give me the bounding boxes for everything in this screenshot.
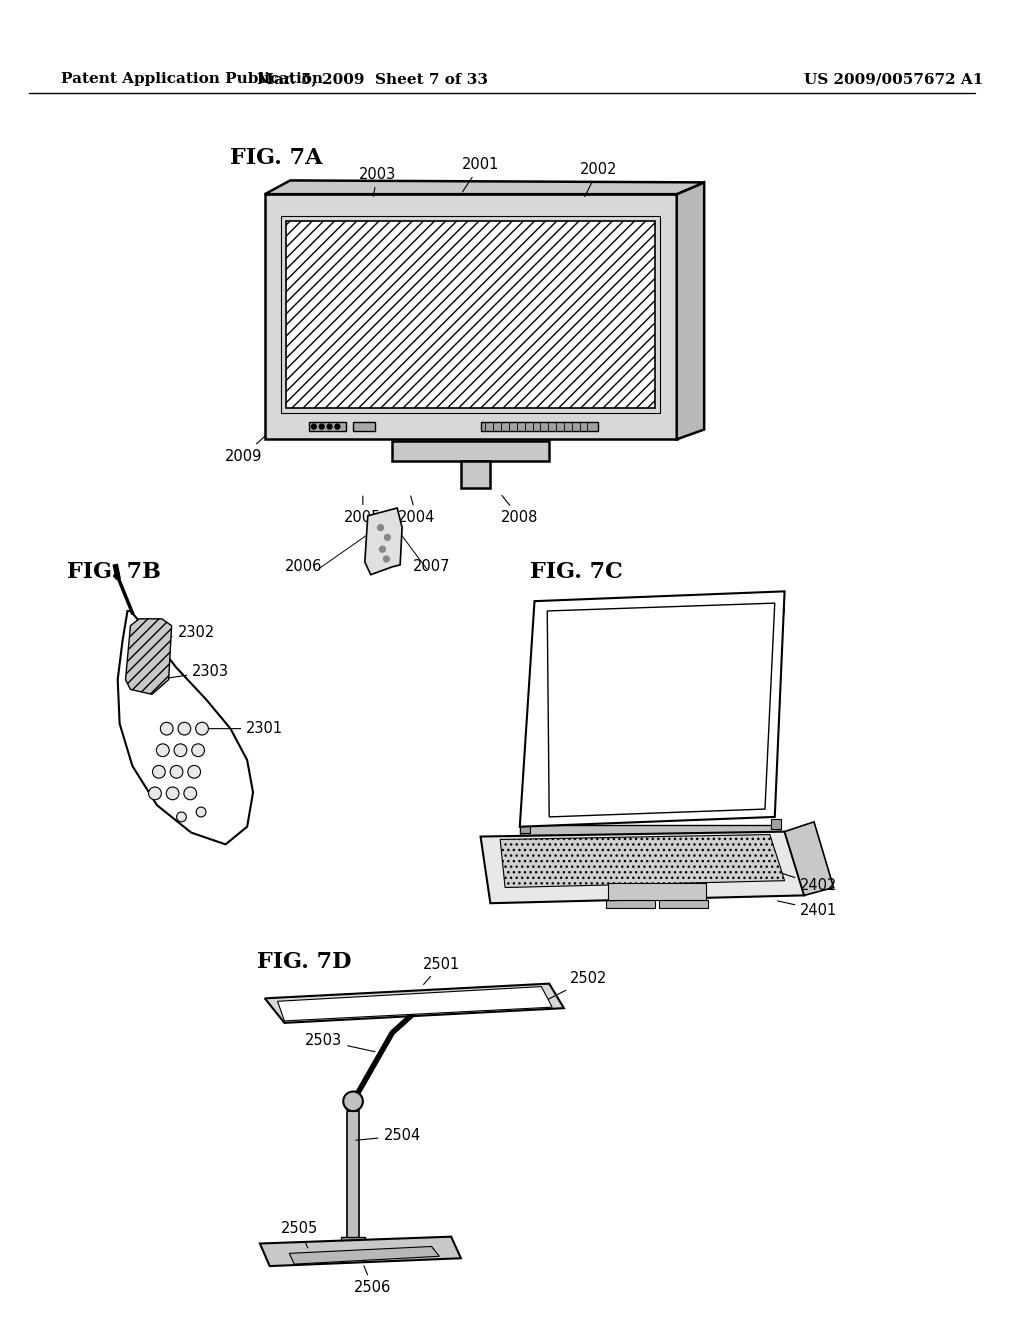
Bar xyxy=(520,825,779,834)
Polygon shape xyxy=(260,1237,461,1266)
Circle shape xyxy=(178,722,190,735)
Circle shape xyxy=(384,535,390,540)
Polygon shape xyxy=(126,619,172,694)
Bar xyxy=(282,215,660,413)
Bar xyxy=(265,194,677,440)
Bar xyxy=(771,818,780,829)
Text: 2401: 2401 xyxy=(777,900,838,917)
Circle shape xyxy=(319,424,325,429)
Bar xyxy=(606,900,655,908)
Circle shape xyxy=(343,1092,362,1111)
Text: 2008: 2008 xyxy=(501,495,539,525)
Circle shape xyxy=(148,787,162,800)
Circle shape xyxy=(197,807,206,817)
Text: 2502: 2502 xyxy=(547,972,607,1001)
Text: 2501: 2501 xyxy=(423,957,460,985)
Text: 2005: 2005 xyxy=(344,496,382,525)
Text: 2301: 2301 xyxy=(204,721,284,737)
Text: FIG. 7A: FIG. 7A xyxy=(230,147,323,169)
Polygon shape xyxy=(265,983,564,1023)
Polygon shape xyxy=(520,591,784,826)
Text: 2303: 2303 xyxy=(160,664,229,680)
Circle shape xyxy=(184,787,197,800)
Text: 2503: 2503 xyxy=(305,1034,375,1052)
Text: FIG. 7D: FIG. 7D xyxy=(257,952,351,973)
Bar xyxy=(461,461,490,488)
Circle shape xyxy=(176,812,186,822)
Text: Patent Application Publication: Patent Application Publication xyxy=(60,73,323,86)
Bar xyxy=(309,421,346,432)
Text: 2009: 2009 xyxy=(224,437,265,463)
Text: 2504: 2504 xyxy=(355,1129,421,1143)
Circle shape xyxy=(161,722,173,735)
Bar xyxy=(480,421,598,432)
Bar xyxy=(608,883,707,900)
Text: 2506: 2506 xyxy=(354,1266,391,1295)
Polygon shape xyxy=(290,1246,439,1265)
Circle shape xyxy=(196,722,209,735)
Polygon shape xyxy=(677,182,705,440)
Circle shape xyxy=(153,766,165,779)
Bar xyxy=(347,1111,359,1238)
Text: US 2009/0057672 A1: US 2009/0057672 A1 xyxy=(804,73,984,86)
Polygon shape xyxy=(365,508,402,574)
Text: FIG. 7B: FIG. 7B xyxy=(67,561,161,582)
Text: 2006: 2006 xyxy=(286,560,323,574)
Bar xyxy=(287,220,655,408)
Circle shape xyxy=(187,766,201,779)
Circle shape xyxy=(327,424,332,429)
Text: Mar. 5, 2009  Sheet 7 of 33: Mar. 5, 2009 Sheet 7 of 33 xyxy=(257,73,488,86)
Bar xyxy=(520,822,529,833)
Bar xyxy=(659,900,708,908)
Circle shape xyxy=(378,524,383,531)
Circle shape xyxy=(174,744,186,756)
Bar xyxy=(392,441,549,461)
Text: FIG. 7C: FIG. 7C xyxy=(529,561,623,582)
Text: 2003: 2003 xyxy=(359,168,396,197)
Bar xyxy=(341,1237,365,1249)
Circle shape xyxy=(380,546,385,552)
Text: 2001: 2001 xyxy=(462,157,500,191)
Circle shape xyxy=(383,556,389,562)
Circle shape xyxy=(335,424,340,429)
Polygon shape xyxy=(500,834,784,887)
Text: 2007: 2007 xyxy=(413,560,451,574)
Circle shape xyxy=(157,744,169,756)
Polygon shape xyxy=(118,611,253,845)
Text: 2002: 2002 xyxy=(580,162,617,197)
Text: 2302: 2302 xyxy=(152,626,215,640)
Bar xyxy=(353,421,375,432)
Polygon shape xyxy=(784,822,834,895)
Polygon shape xyxy=(547,603,775,817)
Polygon shape xyxy=(278,986,552,1020)
Bar xyxy=(373,513,392,523)
Circle shape xyxy=(311,424,316,429)
Circle shape xyxy=(191,744,205,756)
Text: 2402: 2402 xyxy=(777,871,838,894)
Text: 2505: 2505 xyxy=(281,1221,317,1247)
Polygon shape xyxy=(265,181,705,194)
Circle shape xyxy=(170,766,183,779)
Circle shape xyxy=(166,787,179,800)
Polygon shape xyxy=(480,832,804,903)
Text: 2004: 2004 xyxy=(398,496,435,525)
